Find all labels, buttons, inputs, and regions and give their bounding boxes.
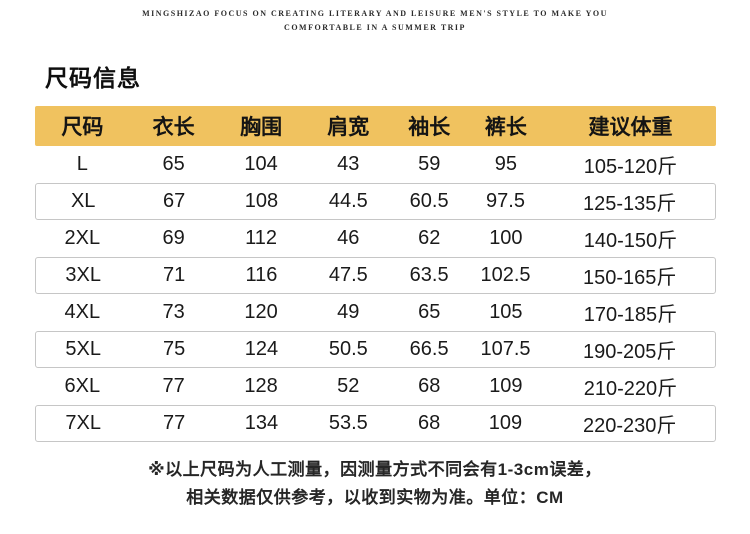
size-value: 150-165斤 bbox=[583, 267, 677, 289]
measurement-footnote: ※以上尺码为人工测量，因测量方式不同会有1-3cm误差， 相关数据仅供参考，以收… bbox=[0, 456, 750, 512]
size-label: 5XL bbox=[65, 338, 101, 360]
size-value: 68 bbox=[417, 412, 441, 434]
size-value: 47.5 bbox=[328, 264, 368, 286]
size-table: 尺码 衣长 胸围 肩宽 袖长 裤长 建议体重 L 65 104 43 59 95 105-120斤 XL 6… bbox=[35, 106, 716, 442]
page-title: 尺码信息 bbox=[45, 65, 141, 91]
size-value: 125-135斤 bbox=[583, 193, 677, 215]
size-value: 63.5 bbox=[409, 264, 449, 286]
footnote-line2: 相关数据仅供参考，以收到实物为准。单位：CM bbox=[186, 488, 564, 507]
column-header: 衣长 bbox=[152, 116, 195, 139]
size-value: 71 bbox=[163, 264, 186, 286]
size-value: 50.5 bbox=[328, 338, 368, 360]
column-header: 袖长 bbox=[408, 116, 451, 139]
column-header: 建议体重 bbox=[588, 116, 673, 139]
size-value: 75 bbox=[163, 338, 186, 360]
size-value: 134 bbox=[244, 412, 279, 434]
size-value: 49 bbox=[337, 301, 360, 323]
size-value: 109 bbox=[489, 375, 523, 397]
table-header-row: 尺码 衣长 胸围 肩宽 袖长 裤长 建议体重 bbox=[35, 106, 716, 146]
size-value: 68 bbox=[418, 375, 441, 397]
size-value: 77 bbox=[163, 412, 186, 434]
size-value: 170-185斤 bbox=[583, 304, 678, 326]
size-value: 108 bbox=[244, 190, 279, 212]
size-value: 59 bbox=[418, 153, 441, 175]
size-label: XL bbox=[70, 190, 96, 212]
size-value: 220-230斤 bbox=[583, 415, 677, 437]
table-row: L 65 104 43 59 95 105-120斤 bbox=[35, 146, 716, 183]
size-value: 97.5 bbox=[486, 190, 525, 212]
table-row: 7XL 77 134 53.5 68 109 220-230斤 bbox=[35, 405, 716, 442]
size-label: 2XL bbox=[64, 227, 101, 249]
size-value: 107.5 bbox=[480, 338, 531, 360]
size-value: 44.5 bbox=[328, 190, 368, 212]
footnote-line1: ※以上尺码为人工测量，因测量方式不同会有1-3cm误差， bbox=[148, 460, 602, 479]
size-value: 140-150斤 bbox=[583, 230, 678, 252]
size-value: 52 bbox=[337, 375, 360, 397]
size-value: 43 bbox=[337, 153, 360, 175]
size-label: 4XL bbox=[64, 301, 101, 323]
size-value: 116 bbox=[245, 264, 278, 286]
size-value: 120 bbox=[244, 301, 278, 323]
size-value: 190-205斤 bbox=[583, 341, 677, 363]
size-value: 100 bbox=[489, 227, 523, 249]
table-body: L 65 104 43 59 95 105-120斤 XL 67 108 44.5 60.5 97.5 1… bbox=[35, 146, 716, 442]
size-value: 53.5 bbox=[328, 412, 368, 434]
column-header: 尺码 bbox=[61, 116, 104, 139]
size-value: 105 bbox=[489, 301, 523, 323]
table-row: 5XL 75 124 50.5 66.5 107.5 190-205斤 bbox=[35, 331, 716, 368]
size-value: 69 bbox=[162, 227, 185, 249]
table-row: XL 67 108 44.5 60.5 97.5 125-135斤 bbox=[35, 183, 716, 220]
column-header: 胸围 bbox=[240, 116, 283, 139]
size-value: 102.5 bbox=[480, 264, 531, 286]
size-label: L bbox=[76, 153, 88, 175]
size-value: 210-220斤 bbox=[583, 378, 678, 400]
size-value: 109 bbox=[488, 412, 523, 434]
size-value: 66.5 bbox=[409, 338, 449, 360]
size-value: 60.5 bbox=[409, 190, 449, 212]
brand-tagline: MINGSHIZAO FOCUS ON CREATING LITERARY AN… bbox=[0, 0, 750, 35]
size-value: 65 bbox=[418, 301, 441, 323]
column-header: 肩宽 bbox=[327, 116, 370, 139]
size-value: 105-120斤 bbox=[583, 156, 678, 178]
size-value: 73 bbox=[162, 301, 185, 323]
size-value: 46 bbox=[337, 227, 360, 249]
column-header: 裤长 bbox=[484, 116, 527, 139]
table-row: 2XL 69 112 46 62 100 140-150斤 bbox=[35, 220, 716, 257]
brand-tagline-line1: MINGSHIZAO FOCUS ON CREATING LITERARY AN… bbox=[142, 9, 608, 18]
size-value: 95 bbox=[494, 153, 517, 175]
size-value: 104 bbox=[244, 153, 278, 175]
table-row: 6XL 77 128 52 68 109 210-220斤 bbox=[35, 368, 716, 405]
table-row: 4XL 73 120 49 65 105 170-185斤 bbox=[35, 294, 716, 331]
size-value: 67 bbox=[163, 190, 186, 212]
size-value: 124 bbox=[244, 338, 279, 360]
size-label: 6XL bbox=[64, 375, 101, 397]
size-label: 3XL bbox=[65, 264, 101, 286]
size-value: 112 bbox=[245, 227, 278, 249]
size-value: 65 bbox=[162, 153, 185, 175]
size-value: 128 bbox=[244, 375, 278, 397]
size-value: 62 bbox=[418, 227, 441, 249]
brand-tagline-line2: COMFORTABLE IN A SUMMER TRIP bbox=[284, 23, 466, 32]
size-label: 7XL bbox=[65, 412, 101, 434]
size-value: 77 bbox=[162, 375, 185, 397]
table-row: 3XL 71 116 47.5 63.5 102.5 150-165斤 bbox=[35, 257, 716, 294]
